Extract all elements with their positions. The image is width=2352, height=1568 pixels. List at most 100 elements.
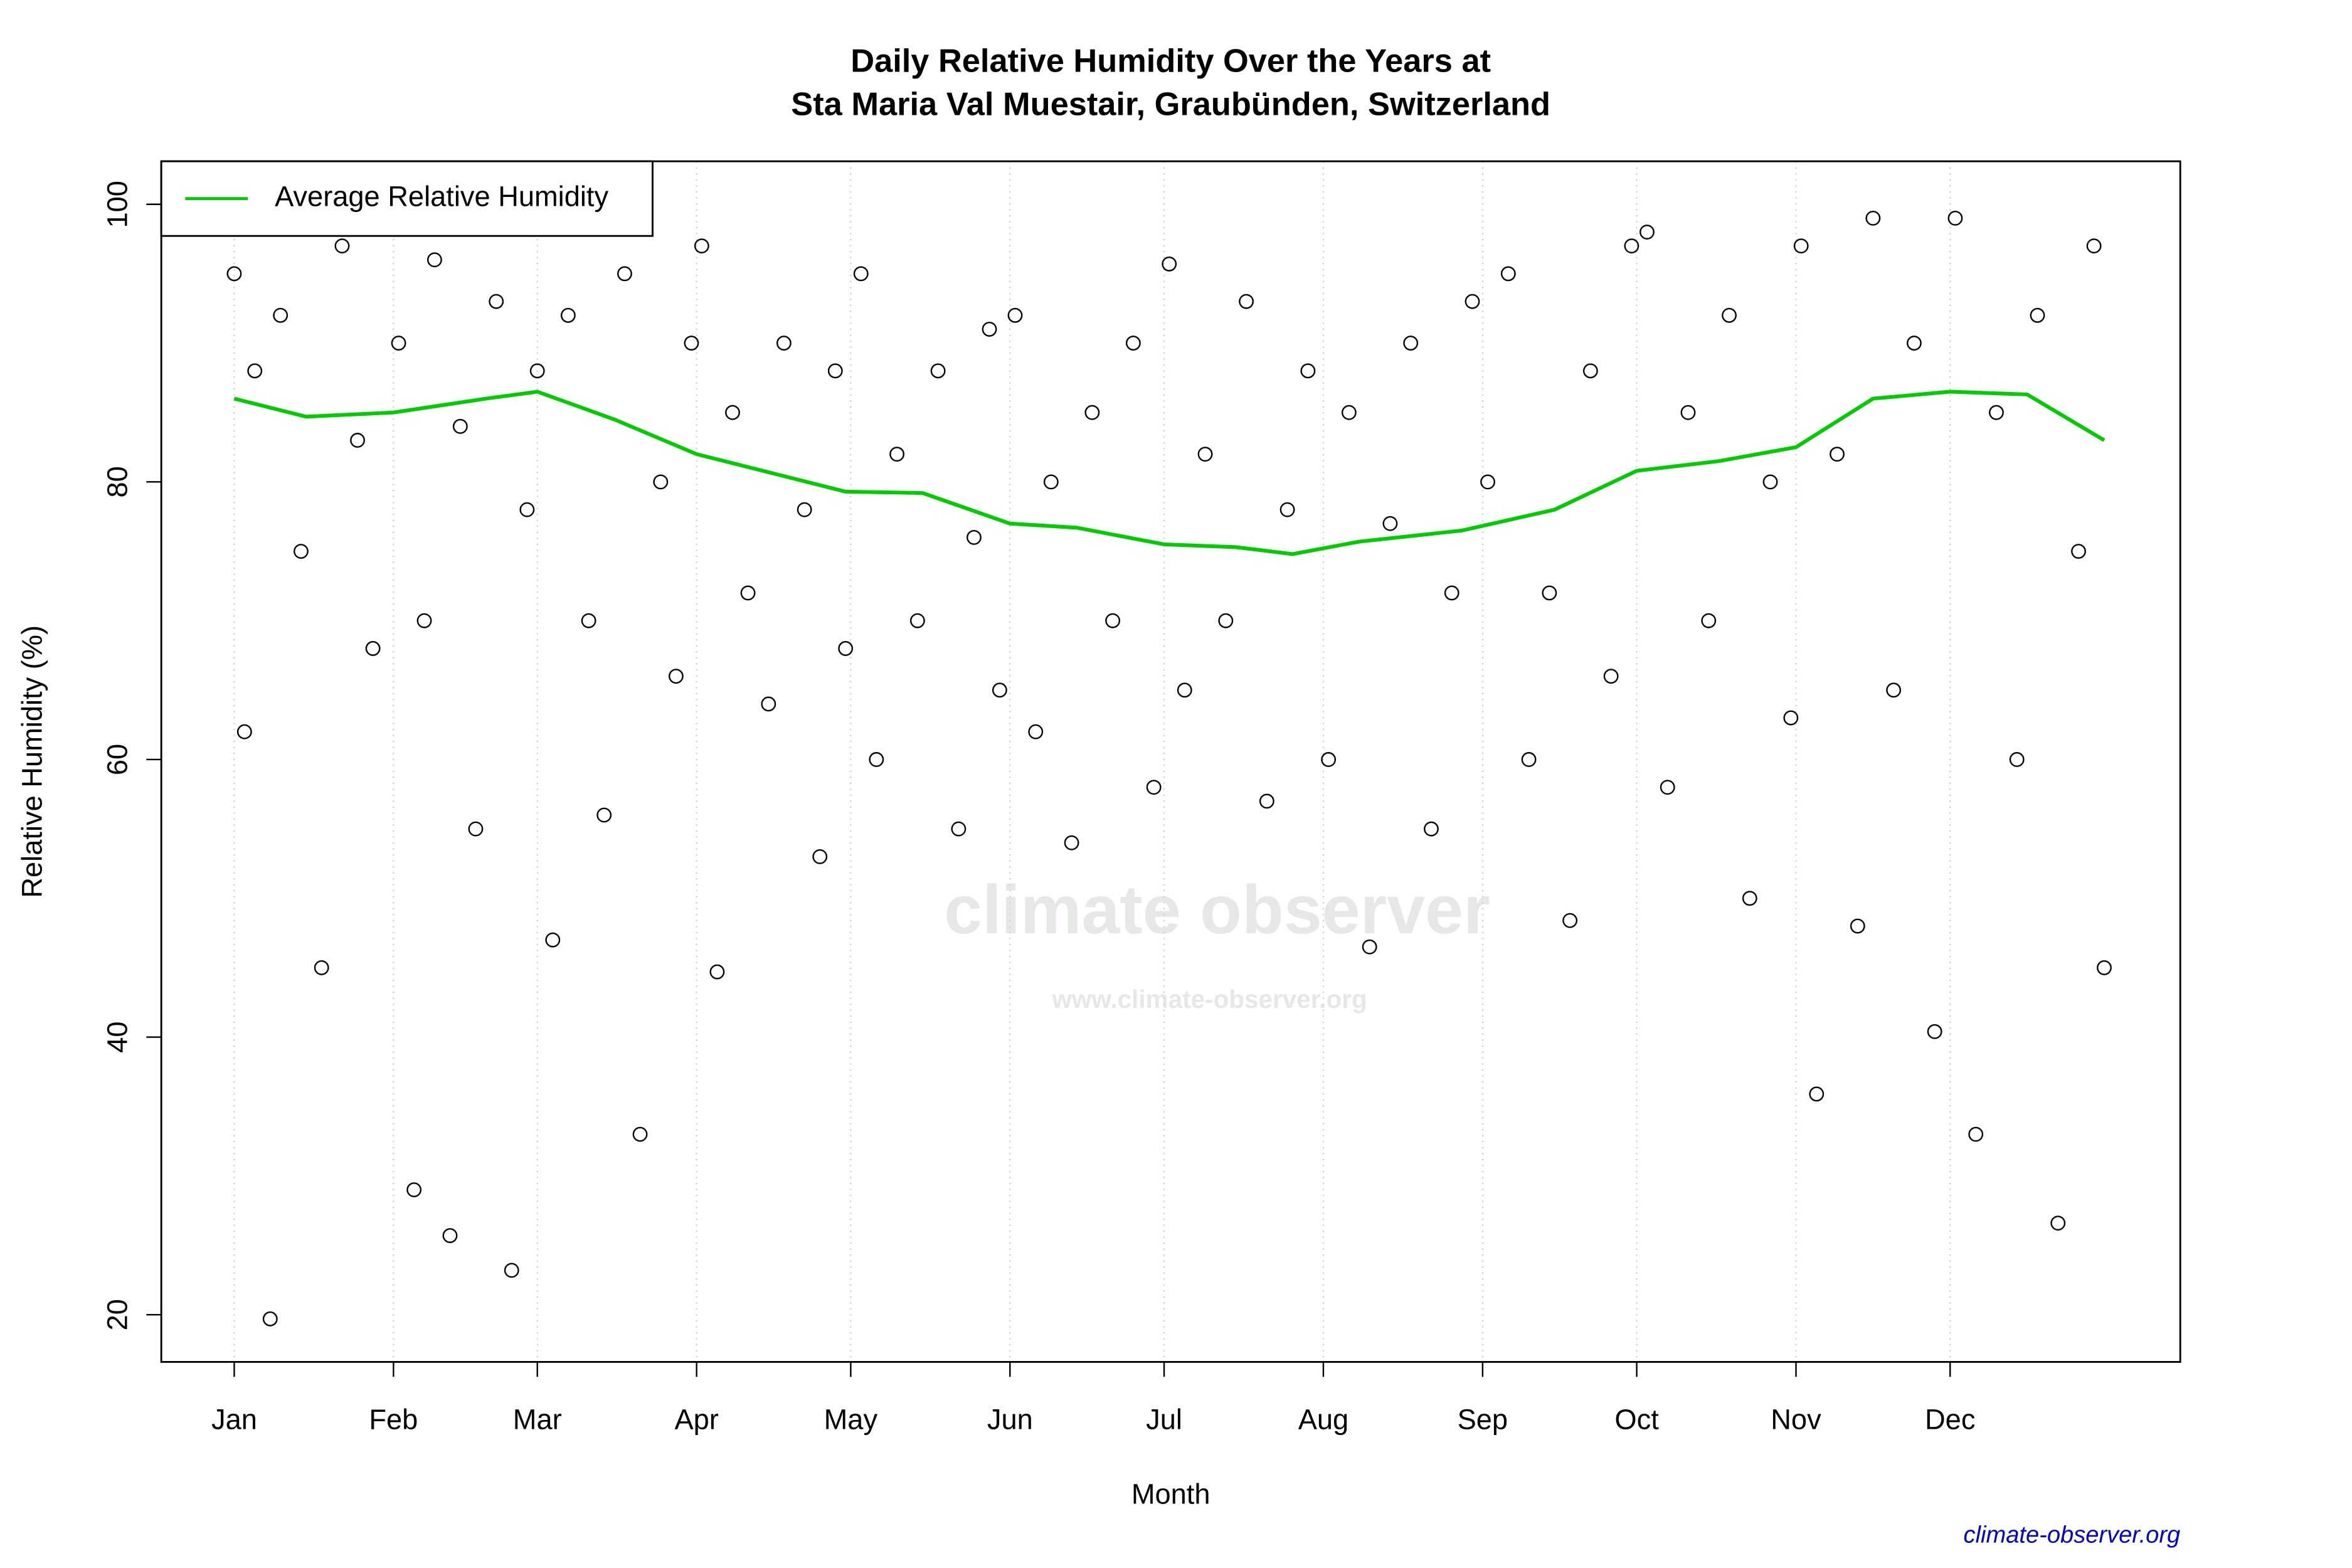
data-point xyxy=(1793,238,1809,254)
x-tick-label: Aug xyxy=(1298,1404,1348,1436)
data-point xyxy=(2050,1216,2066,1231)
data-point xyxy=(1279,502,1295,517)
data-point xyxy=(236,724,252,739)
data-point xyxy=(2071,544,2086,559)
data-point xyxy=(1321,752,1337,767)
data-point xyxy=(1722,307,1737,323)
data-point xyxy=(1465,294,1480,309)
data-point xyxy=(350,433,365,448)
data-point xyxy=(1444,585,1459,601)
data-point xyxy=(1362,939,1377,955)
source-link[interactable]: climate-observer.org xyxy=(1964,1522,2181,1549)
data-point xyxy=(1742,891,1757,906)
data-point xyxy=(1947,210,1963,226)
data-point xyxy=(1146,780,1162,795)
data-point xyxy=(725,405,740,420)
data-point xyxy=(1300,363,1316,379)
x-tick-label: Jul xyxy=(1146,1404,1182,1436)
data-point xyxy=(1968,1126,1984,1142)
x-tick-label: May xyxy=(824,1404,878,1436)
data-point xyxy=(529,363,545,379)
data-point xyxy=(1177,682,1192,698)
data-point xyxy=(262,1311,278,1327)
x-tick-label: Dec xyxy=(1925,1404,1975,1436)
data-point xyxy=(2086,238,2102,254)
data-point xyxy=(1197,447,1213,462)
data-point xyxy=(889,447,904,462)
chart-title: Daily Relative Humidity Over the Years a… xyxy=(850,43,1491,79)
data-point xyxy=(1906,336,1922,351)
x-tick-label: Jun xyxy=(987,1404,1033,1436)
x-tick-label: Nov xyxy=(1771,1404,1821,1436)
data-point xyxy=(1562,913,1578,928)
watermark: climate observer xyxy=(944,872,1490,948)
data-point xyxy=(545,932,561,948)
data-point xyxy=(247,363,263,379)
data-point xyxy=(226,266,242,282)
data-point xyxy=(1830,447,1845,462)
data-point xyxy=(1624,238,1640,254)
data-point xyxy=(684,336,699,351)
data-point xyxy=(294,544,309,559)
watermark-url: www.climate-observer.org xyxy=(1051,985,1367,1014)
data-point xyxy=(1500,266,1516,282)
data-point xyxy=(709,964,725,980)
data-point xyxy=(776,336,792,351)
data-point xyxy=(632,1126,648,1142)
data-point xyxy=(1403,336,1419,351)
data-point xyxy=(1850,918,1865,934)
data-point xyxy=(1341,405,1357,420)
data-point xyxy=(442,1228,458,1243)
data-point xyxy=(812,849,828,864)
x-tick-label: Apr xyxy=(674,1404,718,1436)
data-point xyxy=(2030,307,2045,323)
data-point xyxy=(391,336,406,351)
data-point xyxy=(452,418,468,434)
data-point xyxy=(761,696,776,712)
data-point xyxy=(1480,474,1495,490)
x-tick-label: Sep xyxy=(1458,1404,1508,1436)
data-point xyxy=(869,752,884,767)
data-point xyxy=(838,641,854,656)
data-point xyxy=(1783,710,1799,726)
data-point xyxy=(1007,307,1023,323)
data-point xyxy=(1680,405,1696,420)
data-point xyxy=(1582,363,1598,379)
data-point xyxy=(1162,257,1177,272)
chart-title: Sta Maria Val Muestair, Graubünden, Swit… xyxy=(791,86,1550,122)
data-point xyxy=(426,252,442,268)
plot-frame xyxy=(160,160,2181,1363)
data-point xyxy=(273,307,289,323)
data-point xyxy=(740,585,756,601)
y-tick-label: 40 xyxy=(101,1021,133,1052)
average-line xyxy=(233,389,2106,556)
data-point xyxy=(1701,613,1717,628)
data-point xyxy=(1640,225,1655,240)
data-point xyxy=(1809,1086,1825,1102)
data-point xyxy=(1043,474,1059,490)
data-point xyxy=(489,294,504,309)
y-tick-label: 20 xyxy=(101,1299,133,1330)
data-point xyxy=(982,322,997,337)
data-point xyxy=(1218,613,1234,628)
data-point xyxy=(1989,405,2004,420)
y-axis-label: Relative Humidity (%) xyxy=(16,625,48,898)
data-point xyxy=(560,307,576,323)
legend-label: Average Relative Humidity xyxy=(275,181,608,213)
y-tick-label: 100 xyxy=(101,181,133,228)
data-point xyxy=(581,613,596,628)
data-point xyxy=(1886,682,1902,698)
data-point xyxy=(668,669,684,684)
data-point xyxy=(1084,405,1100,420)
data-point xyxy=(694,238,709,254)
data-point xyxy=(1239,294,1254,309)
data-point xyxy=(951,821,967,837)
data-point xyxy=(1521,752,1537,767)
x-tick-label: Oct xyxy=(1614,1404,1659,1436)
data-point xyxy=(1927,1024,1942,1039)
data-point xyxy=(930,363,946,379)
data-point xyxy=(1064,835,1079,850)
data-point xyxy=(992,682,1007,698)
data-point xyxy=(1259,793,1274,809)
data-point xyxy=(1028,724,1044,739)
